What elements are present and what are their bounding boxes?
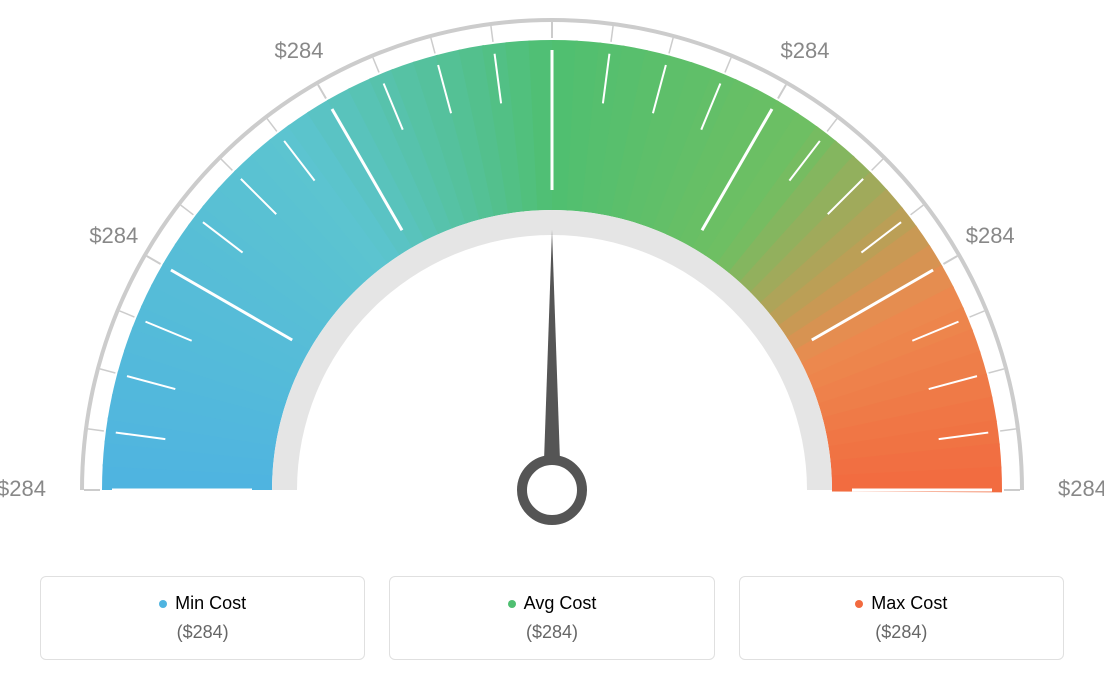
legend-value-min: ($284) [61, 622, 344, 643]
legend-card-max: Max Cost ($284) [739, 576, 1064, 660]
tick-label: $284 [275, 38, 324, 63]
legend-label-avg: Avg Cost [524, 593, 597, 614]
gauge-chart: $284$284$284$284$284$284$284 [0, 0, 1104, 560]
legend-dot-min [159, 600, 167, 608]
legend-title-min: Min Cost [159, 593, 246, 614]
legend-card-min: Min Cost ($284) [40, 576, 365, 660]
needle-hub [522, 460, 582, 520]
legend-value-avg: ($284) [410, 622, 693, 643]
gauge-svg: $284$284$284$284$284$284$284 [0, 0, 1104, 560]
tick-label: $284 [0, 476, 46, 501]
legend-title-avg: Avg Cost [508, 593, 597, 614]
legend-dot-avg [508, 600, 516, 608]
legend-card-avg: Avg Cost ($284) [389, 576, 714, 660]
legend-label-min: Min Cost [175, 593, 246, 614]
legend-title-max: Max Cost [855, 593, 947, 614]
tick-label: $284 [89, 223, 138, 248]
legend-label-max: Max Cost [871, 593, 947, 614]
legend-value-max: ($284) [760, 622, 1043, 643]
tick-label: $284 [966, 223, 1015, 248]
legend-dot-max [855, 600, 863, 608]
tick-label: $284 [781, 38, 830, 63]
tick-label: $284 [1058, 476, 1104, 501]
needle [543, 230, 561, 490]
legend-row: Min Cost ($284) Avg Cost ($284) Max Cost… [0, 576, 1104, 660]
